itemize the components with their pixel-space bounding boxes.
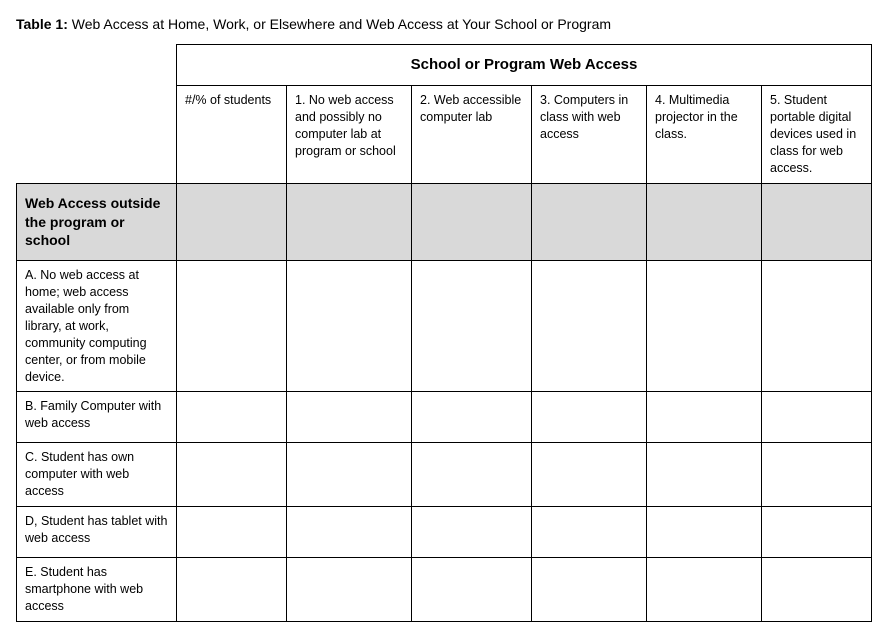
data-cell <box>762 443 872 507</box>
col-header: 5. Student portable digital devices used… <box>762 86 872 183</box>
row-header: D, Student has tablet with web access <box>17 507 177 558</box>
data-cell <box>287 392 412 443</box>
data-cell <box>177 261 287 392</box>
data-cell <box>287 443 412 507</box>
section-cell <box>647 183 762 261</box>
data-cell <box>412 558 532 622</box>
table-row: D, Student has tablet with web access <box>17 507 872 558</box>
data-cell <box>177 558 287 622</box>
row-header: E. Student has smartphone with web acces… <box>17 558 177 622</box>
data-cell <box>647 261 762 392</box>
data-cell <box>762 558 872 622</box>
data-cell <box>647 558 762 622</box>
data-cell <box>287 558 412 622</box>
section-row: Web Access outside the program or school <box>17 183 872 261</box>
data-cell <box>412 443 532 507</box>
table-caption: Table 1: Web Access at Home, Work, or El… <box>16 16 871 32</box>
data-cell <box>532 261 647 392</box>
data-cell <box>532 558 647 622</box>
caption-text: Web Access at Home, Work, or Elsewhere a… <box>72 16 611 32</box>
row-header: B. Family Computer with web access <box>17 392 177 443</box>
data-cell <box>762 261 872 392</box>
col-header: 3. Computers in class with web access <box>532 86 647 183</box>
col-header: 1. No web access and possibly no compute… <box>287 86 412 183</box>
table-row: E. Student has smartphone with web acces… <box>17 558 872 622</box>
col-header: #/% of students <box>177 86 287 183</box>
data-cell <box>177 392 287 443</box>
data-cell <box>532 392 647 443</box>
data-cell <box>647 392 762 443</box>
data-cell <box>762 507 872 558</box>
data-cell <box>412 392 532 443</box>
blank-corner <box>17 45 177 86</box>
data-cell <box>287 507 412 558</box>
section-cell <box>532 183 647 261</box>
row-header: A. No web access at home; web access ava… <box>17 261 177 392</box>
blank-corner-2 <box>17 86 177 183</box>
column-header-row: #/% of students 1. No web access and pos… <box>17 86 872 183</box>
data-cell <box>647 507 762 558</box>
data-cell <box>177 507 287 558</box>
data-cell <box>412 507 532 558</box>
section-cell <box>762 183 872 261</box>
col-header: 2. Web accessible computer lab <box>412 86 532 183</box>
data-cell <box>532 507 647 558</box>
data-cell <box>287 261 412 392</box>
super-header-row: School or Program Web Access <box>17 45 872 86</box>
table-row: A. No web access at home; web access ava… <box>17 261 872 392</box>
data-cell <box>532 443 647 507</box>
section-cell <box>287 183 412 261</box>
row-header: C. Student has own computer with web acc… <box>17 443 177 507</box>
data-cell <box>762 392 872 443</box>
table-row: C. Student has own computer with web acc… <box>17 443 872 507</box>
col-header: 4. Multimedia projector in the class. <box>647 86 762 183</box>
section-title: Web Access outside the program or school <box>17 183 177 261</box>
caption-label: Table 1: <box>16 16 68 32</box>
super-header: School or Program Web Access <box>177 45 872 86</box>
table-row: B. Family Computer with web access <box>17 392 872 443</box>
data-cell <box>177 443 287 507</box>
section-cell <box>177 183 287 261</box>
data-cell <box>412 261 532 392</box>
data-cell <box>647 443 762 507</box>
section-cell <box>412 183 532 261</box>
web-access-table: School or Program Web Access #/% of stud… <box>16 44 872 622</box>
